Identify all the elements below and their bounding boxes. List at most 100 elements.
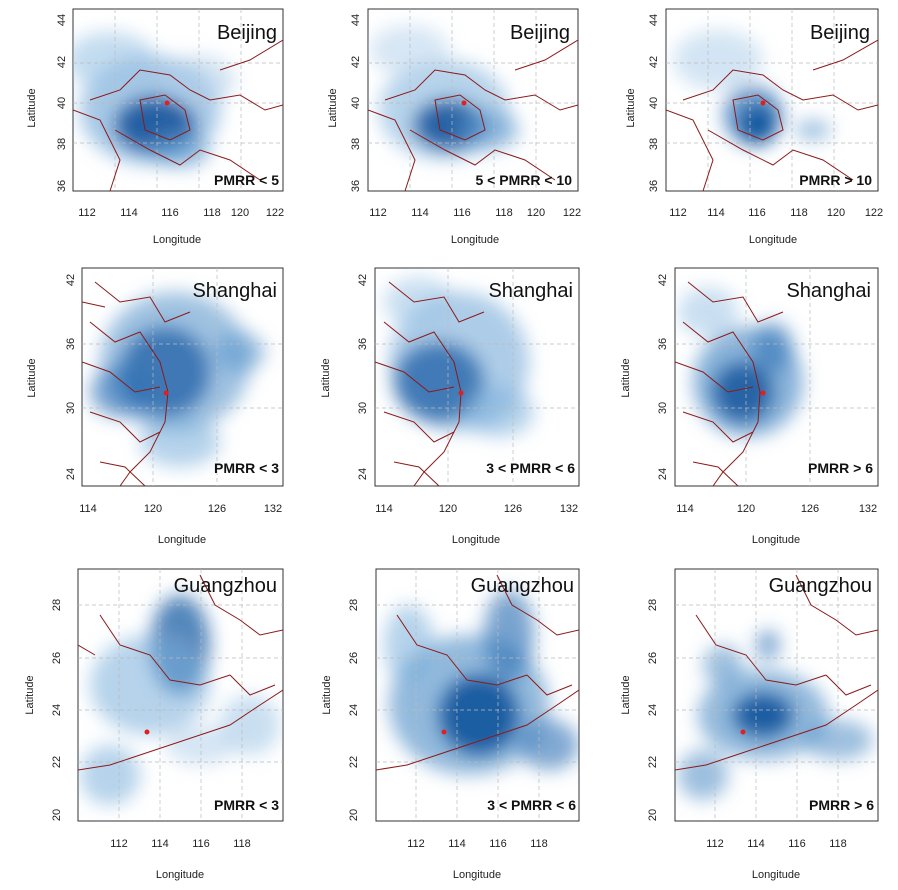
svg-text:22: 22: [51, 756, 63, 768]
svg-text:22: 22: [647, 756, 659, 768]
city-marker: [163, 390, 169, 396]
svg-text:24: 24: [51, 704, 63, 716]
svg-text:116: 116: [161, 207, 179, 219]
x-axis-label: Longitude: [157, 534, 207, 546]
city-label: Guangzhou: [470, 575, 574, 597]
svg-text:132: 132: [560, 503, 578, 515]
svg-text:42: 42: [350, 56, 362, 68]
svg-text:44: 44: [648, 14, 660, 26]
city-marker: [458, 390, 464, 396]
svg-text:120: 120: [144, 503, 162, 515]
svg-text:36: 36: [357, 338, 369, 350]
svg-text:126: 126: [208, 503, 226, 515]
svg-text:120: 120: [231, 207, 249, 219]
svg-text:42: 42: [65, 274, 77, 286]
svg-text:38: 38: [350, 138, 362, 150]
x-axis-label: Longitude: [452, 869, 502, 881]
svg-text:116: 116: [192, 838, 210, 850]
svg-text:118: 118: [790, 207, 808, 219]
svg-text:28: 28: [348, 599, 360, 611]
svg-text:120: 120: [827, 207, 845, 219]
svg-text:36: 36: [350, 180, 362, 192]
svg-text:114: 114: [151, 838, 169, 850]
svg-text:112: 112: [78, 207, 96, 219]
svg-text:22: 22: [348, 756, 360, 768]
density-map: 112 114 116 118 120 122 36 38 40 42 44: [350, 8, 581, 219]
density-map: 114 120 126 132 24 30 36 42: [65, 267, 284, 515]
map-panel-shanghai-high: 114 120 126 132 24 30 36 42 Shanghai PMRR >…: [598, 262, 898, 562]
svg-text:116: 116: [748, 207, 766, 219]
city-label: Beijing: [809, 22, 870, 44]
map-panel-beijing-high: 112 114 116 118 120 122 36 38 40 42 44 Beijin…: [598, 0, 898, 260]
svg-text:122: 122: [266, 207, 284, 219]
svg-text:118: 118: [203, 207, 221, 219]
svg-text:40: 40: [648, 97, 660, 109]
density-map: 112 114 116 118 20 22 24 26 28: [51, 568, 284, 850]
condition-label: PMRR < 3: [214, 460, 279, 476]
density-map: 114 120 126 132 24 30 36 42: [657, 267, 879, 515]
svg-text:114: 114: [120, 207, 138, 219]
svg-text:24: 24: [657, 468, 669, 480]
svg-text:112: 112: [669, 207, 687, 219]
city-marker: [441, 729, 447, 735]
condition-label: 5 < PMRR < 10: [475, 172, 573, 188]
svg-text:24: 24: [647, 704, 659, 716]
svg-text:116: 116: [788, 838, 806, 850]
map-panel-beijing-low: 112 114 116 118 120 122 36 38 40 42 44 Beijin…: [0, 0, 299, 260]
svg-text:20: 20: [348, 809, 360, 821]
x-axis-label: Longitude: [450, 234, 500, 246]
svg-text:30: 30: [65, 402, 77, 414]
y-axis-label: Latitude: [625, 88, 637, 128]
city-marker: [760, 100, 766, 106]
map-panel-shanghai-low: 114 120 126 132 24 30 36 42 Shanghai PMRR <…: [0, 262, 299, 562]
y-axis-label: Latitude: [327, 88, 339, 128]
svg-text:132: 132: [264, 503, 282, 515]
map-panel-guangzhou-low: 112 114 116 118 20 22 24 26 28 Guangzhou PM…: [0, 565, 299, 890]
x-axis-label: Longitude: [451, 534, 501, 546]
y-axis-label: Latitude: [26, 88, 38, 128]
svg-text:26: 26: [51, 652, 63, 664]
svg-text:122: 122: [563, 207, 581, 219]
x-axis-label: Longitude: [152, 234, 202, 246]
svg-text:118: 118: [530, 838, 548, 850]
city-label: Shanghai: [192, 280, 277, 302]
svg-text:36: 36: [648, 180, 660, 192]
x-axis-label: Longitude: [155, 869, 205, 881]
svg-text:132: 132: [859, 503, 877, 515]
svg-text:118: 118: [495, 207, 513, 219]
svg-text:42: 42: [657, 274, 669, 286]
condition-label: PMRR > 6: [809, 797, 874, 813]
svg-text:36: 36: [65, 338, 77, 350]
svg-text:30: 30: [357, 402, 369, 414]
city-label: Guangzhou: [173, 575, 277, 597]
svg-text:120: 120: [439, 503, 457, 515]
city-marker: [760, 390, 766, 396]
map-panel-guangzhou-mid: 112 114 116 118 20 22 24 26 28 Guangzhou 3 …: [299, 565, 598, 890]
y-axis-label: Latitude: [320, 358, 332, 398]
density-map: 114 120 126 132 24 30 36 42: [357, 267, 580, 515]
density-map: 112 114 116 118 120 122 36 38 40 42 44: [648, 8, 883, 219]
condition-label: PMRR < 3: [214, 797, 279, 813]
svg-text:116: 116: [489, 838, 507, 850]
city-label: Guangzhou: [768, 575, 872, 597]
city-marker: [144, 729, 150, 735]
condition-label: 3 < PMRR < 6: [487, 797, 576, 813]
svg-text:44: 44: [350, 14, 362, 26]
x-axis-label: Longitude: [751, 869, 801, 881]
svg-text:28: 28: [51, 599, 63, 611]
svg-text:114: 114: [448, 838, 466, 850]
density-map: 112 114 116 118 20 22 24 26 28: [348, 568, 580, 850]
svg-text:112: 112: [369, 207, 387, 219]
svg-text:42: 42: [648, 56, 660, 68]
city-marker: [461, 100, 467, 106]
svg-text:114: 114: [411, 207, 429, 219]
city-marker: [164, 100, 170, 106]
svg-text:40: 40: [56, 97, 68, 109]
svg-text:114: 114: [79, 503, 97, 515]
svg-text:26: 26: [647, 652, 659, 664]
svg-text:20: 20: [647, 809, 659, 821]
condition-label: 3 < PMRR < 6: [486, 460, 575, 476]
svg-text:28: 28: [647, 599, 659, 611]
y-axis-label: Latitude: [26, 358, 38, 398]
svg-text:20: 20: [51, 809, 63, 821]
